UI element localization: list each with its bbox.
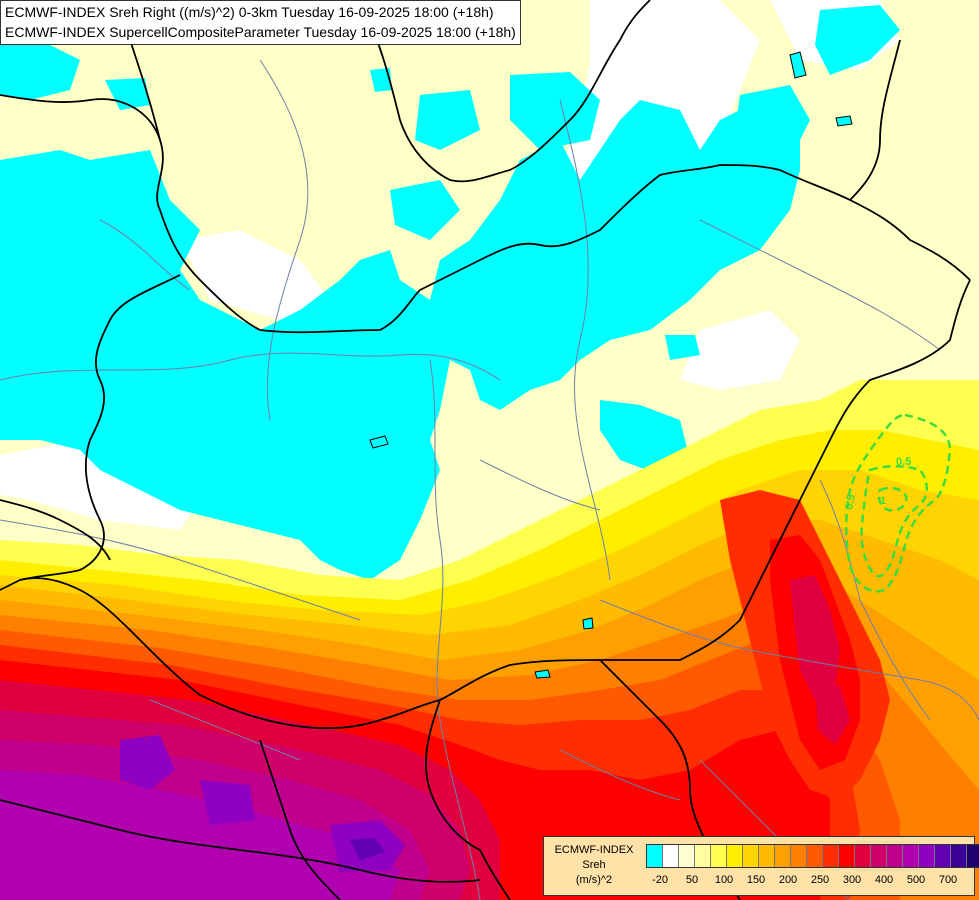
legend-tick-label: 100 <box>714 874 734 886</box>
legend-caption: ECMWF-INDEX Sreh (m/s)^2 <box>548 843 640 888</box>
legend-swatch <box>647 845 663 867</box>
scp-label-2: 0.5 <box>843 494 857 511</box>
scp-label-3: 1 <box>880 495 886 507</box>
legend-swatch <box>679 845 695 867</box>
map-title-line-1: ECMWF-INDEX Sreh Right ((m/s)^2) 0-3km T… <box>5 4 494 20</box>
legend-swatch <box>855 845 871 867</box>
legend-swatch <box>775 845 791 867</box>
sreh-cyan-areas <box>0 5 900 580</box>
legend-swatch <box>791 845 807 867</box>
legend-color-bar <box>646 844 979 868</box>
legend-swatch <box>919 845 935 867</box>
legend-swatch <box>887 845 903 867</box>
legend-swatch <box>743 845 759 867</box>
legend-swatch <box>695 845 711 867</box>
legend-swatch <box>903 845 919 867</box>
legend-source: ECMWF-INDEX <box>554 844 634 856</box>
scp-contours <box>845 413 952 593</box>
legend-swatch <box>711 845 727 867</box>
map-title-line-2: ECMWF-INDEX SupercellCompositeParameter … <box>5 24 516 40</box>
legend-tick-label: 200 <box>778 874 798 886</box>
legend-tick-label: -20 <box>652 874 668 886</box>
legend-swatch <box>871 845 887 867</box>
legend-swatch <box>951 845 967 867</box>
legend-tick-labels: -20 50 100 150 200 250 300 400 500 700 <box>646 874 976 890</box>
legend-swatch <box>823 845 839 867</box>
scp-label-1: 0.5 <box>896 456 911 468</box>
legend-swatch <box>807 845 823 867</box>
legend-tick-label: 700 <box>938 874 958 886</box>
legend-tick-label: 150 <box>746 874 766 886</box>
map-title-box: ECMWF-INDEX Sreh Right ((m/s)^2) 0-3km T… <box>0 0 521 45</box>
legend-tick-label: 400 <box>874 874 894 886</box>
legend-swatch <box>935 845 951 867</box>
color-legend: ECMWF-INDEX Sreh (m/s)^2 -20 50 100 150 200 2… <box>543 836 979 896</box>
legend-swatch <box>759 845 775 867</box>
legend-unit: (m/s)^2 <box>575 874 613 886</box>
legend-swatch <box>663 845 679 867</box>
legend-tick-label: 300 <box>842 874 862 886</box>
legend-tick-label: 250 <box>810 874 830 886</box>
legend-tick-label: 500 <box>906 874 926 886</box>
legend-swatch <box>967 845 979 867</box>
legend-tick-label: 50 <box>685 874 699 886</box>
legend-swatch <box>727 845 743 867</box>
lakes <box>369 51 853 679</box>
legend-variable: Sreh <box>582 859 606 871</box>
legend-swatch <box>839 845 855 867</box>
